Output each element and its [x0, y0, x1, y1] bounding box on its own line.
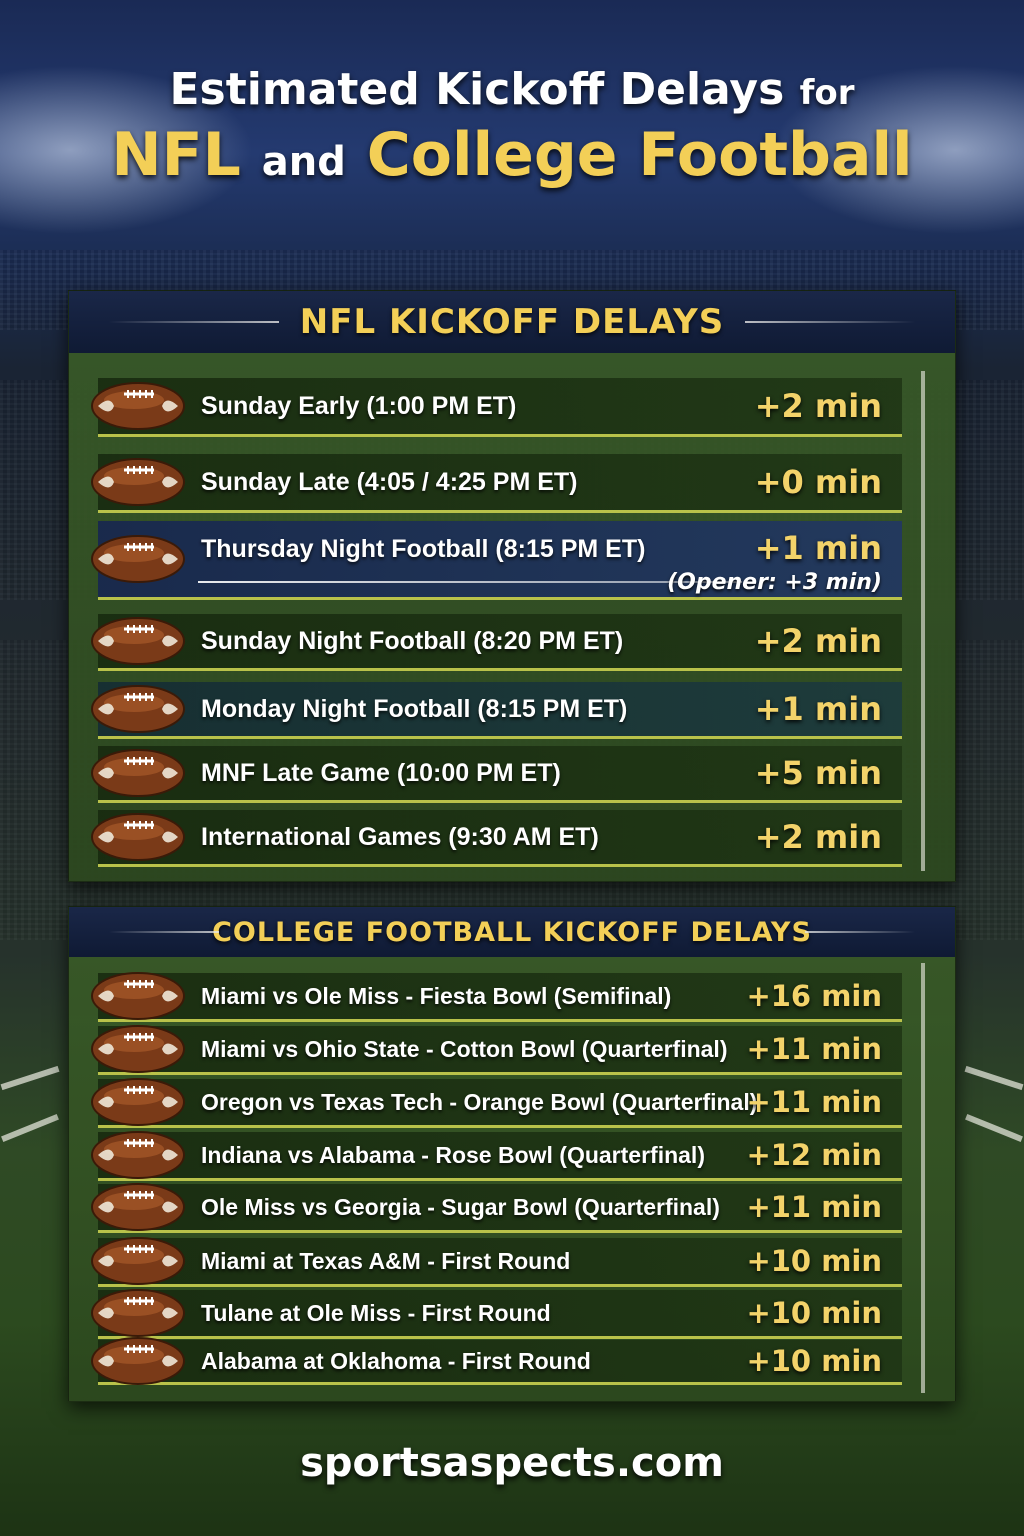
college-row-label: Ole Miss vs Georgia - Sugar Bowl (Quarte… — [201, 1193, 720, 1220]
nfl-row-label: Sunday Night Football (8:20 PM ET) — [201, 626, 624, 655]
football-icon — [91, 1078, 185, 1126]
page-title-line2: NFL and College Football — [0, 120, 1024, 190]
nfl-row-delay: +0 min — [754, 463, 882, 501]
nfl-row-delay: +5 min — [754, 754, 882, 792]
nfl-row-delay: +2 min — [754, 818, 882, 856]
title-and: and — [261, 139, 346, 185]
college-row: Miami vs Ohio State - Cotton Bowl (Quart… — [91, 1025, 902, 1075]
college-heading: COLLEGE FOOTBALL KICKOFF DELAYS — [212, 916, 812, 948]
college-row: Miami vs Ole Miss - Fiesta Bowl (Semifin… — [91, 972, 902, 1022]
nfl-row-highlight: Thursday Night Football (8:15 PM ET) +1 … — [91, 521, 902, 600]
football-icon — [91, 685, 185, 733]
football-icon — [91, 617, 185, 665]
yard-line — [921, 963, 925, 1393]
college-row: Tulane at Ole Miss - First Round +10 min — [91, 1289, 902, 1339]
college-row: Alabama at Oklahoma - First Round +10 mi… — [91, 1337, 902, 1385]
football-icon — [91, 458, 185, 506]
football-icon — [91, 535, 185, 583]
nfl-row: International Games (9:30 AM ET) +2 min — [91, 810, 902, 867]
college-row-delay: +10 min — [746, 1296, 882, 1330]
football-icon — [91, 813, 185, 861]
header-rule — [109, 931, 219, 933]
college-row-label: Oregon vs Texas Tech - Orange Bowl (Quar… — [201, 1088, 758, 1115]
page-title-line1: Estimated Kickoff Delays for — [0, 64, 1024, 115]
college-panel-header: COLLEGE FOOTBALL KICKOFF DELAYS — [69, 907, 955, 957]
nfl-row-delay: +2 min — [754, 387, 882, 425]
nfl-row: Sunday Night Football (8:20 PM ET) +2 mi… — [91, 614, 902, 671]
nfl-row-note: (Opener: +3 min) — [667, 570, 882, 595]
college-row-label: Miami vs Ole Miss - Fiesta Bowl (Semifin… — [201, 982, 672, 1009]
nfl-row: Sunday Late (4:05 / 4:25 PM ET) +0 min — [91, 454, 902, 513]
college-row: Oregon vs Texas Tech - Orange Bowl (Quar… — [91, 1078, 902, 1128]
title-main: Estimated Kickoff Delays — [169, 64, 785, 115]
nfl-heading: NFL KICKOFF DELAYS — [299, 302, 725, 342]
yard-line — [921, 371, 925, 871]
nfl-row-label: Sunday Late (4:05 / 4:25 PM ET) — [201, 467, 578, 496]
nfl-row-label: International Games (9:30 AM ET) — [201, 822, 599, 851]
college-row: Miami at Texas A&M - First Round +10 min — [91, 1237, 902, 1287]
nfl-panel-header: NFL KICKOFF DELAYS — [69, 291, 955, 353]
college-row-delay: +11 min — [746, 1085, 882, 1119]
football-icon — [91, 1289, 185, 1337]
header-rule — [745, 321, 915, 323]
college-row-delay: +11 min — [746, 1032, 882, 1066]
college-row-label: Miami at Texas A&M - First Round — [201, 1247, 571, 1274]
title-for: for — [799, 73, 855, 113]
college-row-label: Alabama at Oklahoma - First Round — [201, 1347, 591, 1374]
college-row-delay: +10 min — [746, 1244, 882, 1278]
nfl-row-label: MNF Late Game (10:00 PM ET) — [201, 758, 561, 787]
college-row-delay: +16 min — [746, 979, 882, 1013]
nfl-row: MNF Late Game (10:00 PM ET) +5 min — [91, 746, 902, 803]
nfl-row-delay: +1 min — [754, 690, 882, 728]
title-nfl: NFL — [111, 120, 241, 190]
nfl-row-label: Monday Night Football (8:15 PM ET) — [201, 694, 628, 723]
football-icon — [91, 749, 185, 797]
college-row-delay: +10 min — [746, 1344, 882, 1378]
nfl-row-delay: +1 min — [754, 529, 882, 567]
football-icon — [91, 972, 185, 1020]
college-row: Ole Miss vs Georgia - Sugar Bowl (Quarte… — [91, 1183, 902, 1233]
nfl-row-label: Sunday Early (1:00 PM ET) — [201, 391, 517, 420]
header-rule — [805, 931, 915, 933]
nfl-row: Sunday Early (1:00 PM ET) +2 min — [91, 378, 902, 437]
college-row-label: Indiana vs Alabama - Rose Bowl (Quarterf… — [201, 1141, 705, 1168]
football-icon — [91, 1237, 185, 1285]
football-icon — [91, 1337, 185, 1385]
college-row-delay: +12 min — [746, 1138, 882, 1172]
college-row: Indiana vs Alabama - Rose Bowl (Quarterf… — [91, 1131, 902, 1181]
header-rule — [109, 321, 279, 323]
nfl-row: Monday Night Football (8:15 PM ET) +1 mi… — [91, 682, 902, 739]
title-college: College Football — [366, 120, 913, 190]
football-icon — [91, 1025, 185, 1073]
college-row-label: Miami vs Ohio State - Cotton Bowl (Quart… — [201, 1035, 728, 1062]
row-underline — [198, 581, 742, 583]
footer-website: sportsaspects.com — [300, 1440, 724, 1486]
football-icon — [91, 1183, 185, 1231]
football-icon — [91, 1131, 185, 1179]
football-icon — [91, 382, 185, 430]
nfl-row-label: Thursday Night Football (8:15 PM ET) — [201, 535, 646, 563]
college-row-label: Tulane at Ole Miss - First Round — [201, 1299, 551, 1326]
college-row-delay: +11 min — [746, 1190, 882, 1224]
nfl-row-delay: +2 min — [754, 622, 882, 660]
